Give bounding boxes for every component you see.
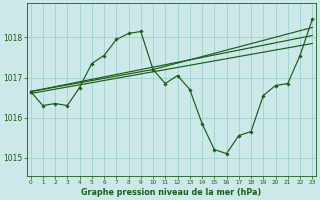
X-axis label: Graphe pression niveau de la mer (hPa): Graphe pression niveau de la mer (hPa) — [81, 188, 261, 197]
